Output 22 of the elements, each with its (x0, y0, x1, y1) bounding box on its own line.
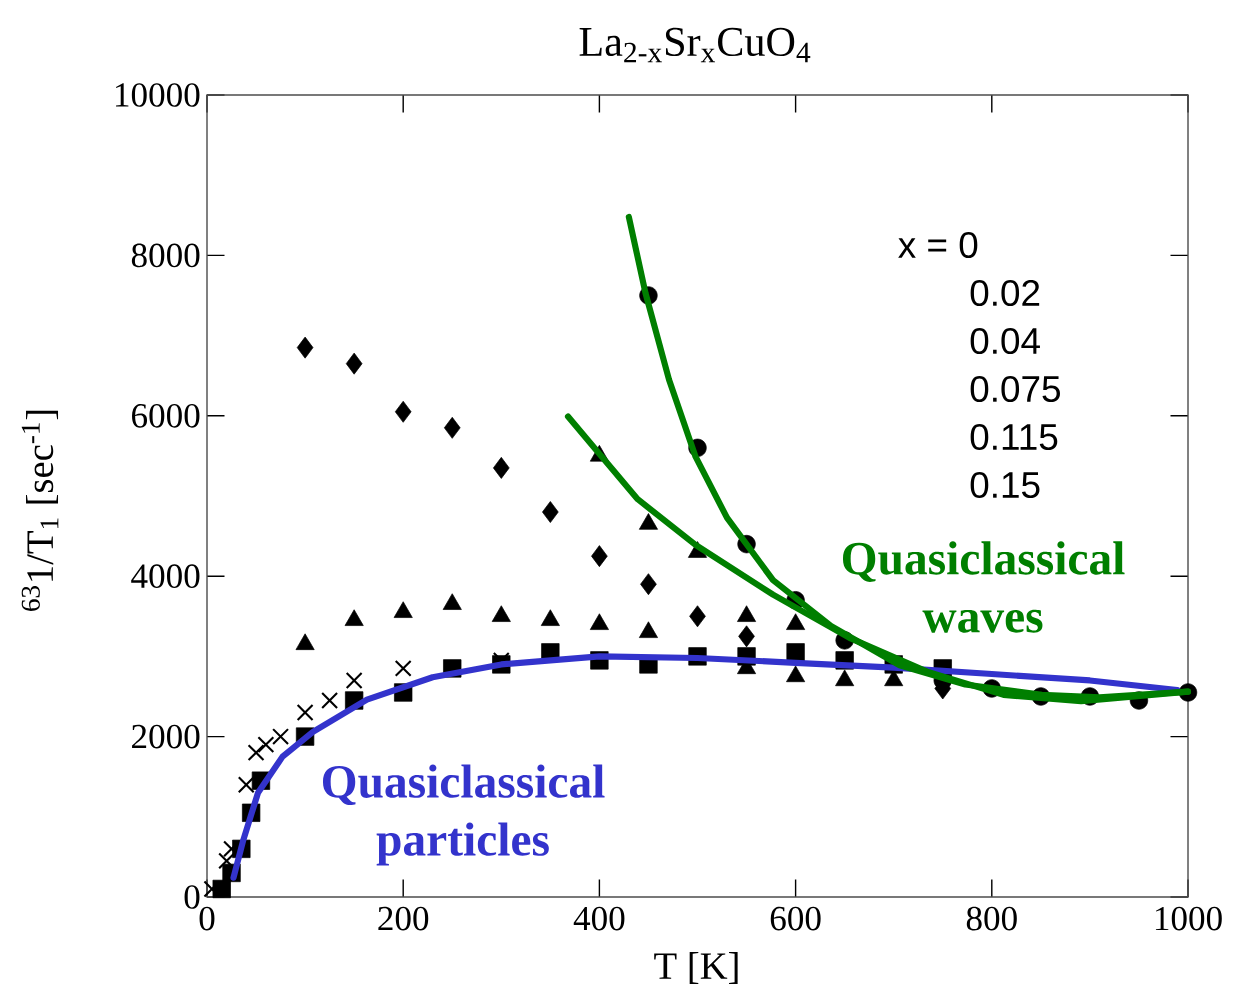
y-tick-label: 10000 (116, 83, 200, 107)
y-tick-label: 6000 (132, 403, 200, 428)
annotation: x = 0 (898, 231, 978, 259)
x-tick-label: 800 (966, 906, 1017, 931)
x-tick-label: 1000 (1155, 906, 1222, 931)
y-tick-label: 8000 (131, 243, 200, 268)
y-tick-label: 0 (184, 885, 200, 909)
chart-title: La$_{2-x}$Sr$_{x}$CuO$_{4}$ (579, 27, 811, 63)
annotation: Quasiclassical waves (842, 541, 1125, 633)
annotation: 0.15 (970, 471, 1040, 499)
y-tick-label: 2000 (132, 724, 200, 749)
annotation: Quasiclassical particles (322, 764, 605, 866)
x-tick-label: 200 (378, 906, 429, 931)
annotation: 0.04 (970, 327, 1040, 355)
annotation: 0.02 (970, 279, 1040, 307)
x-axis-title: T [K] (654, 951, 738, 984)
y-axis-title: $^{63}$1/T$_{1}$ [sec$^{-1}$] (21, 410, 59, 611)
x-tick-label: 600 (770, 906, 821, 931)
y-tick-label: 4000 (131, 564, 200, 589)
annotation: 0.075 (970, 375, 1060, 403)
x-tick-label: 400 (573, 906, 625, 931)
annotation: 0.115 (970, 423, 1058, 451)
